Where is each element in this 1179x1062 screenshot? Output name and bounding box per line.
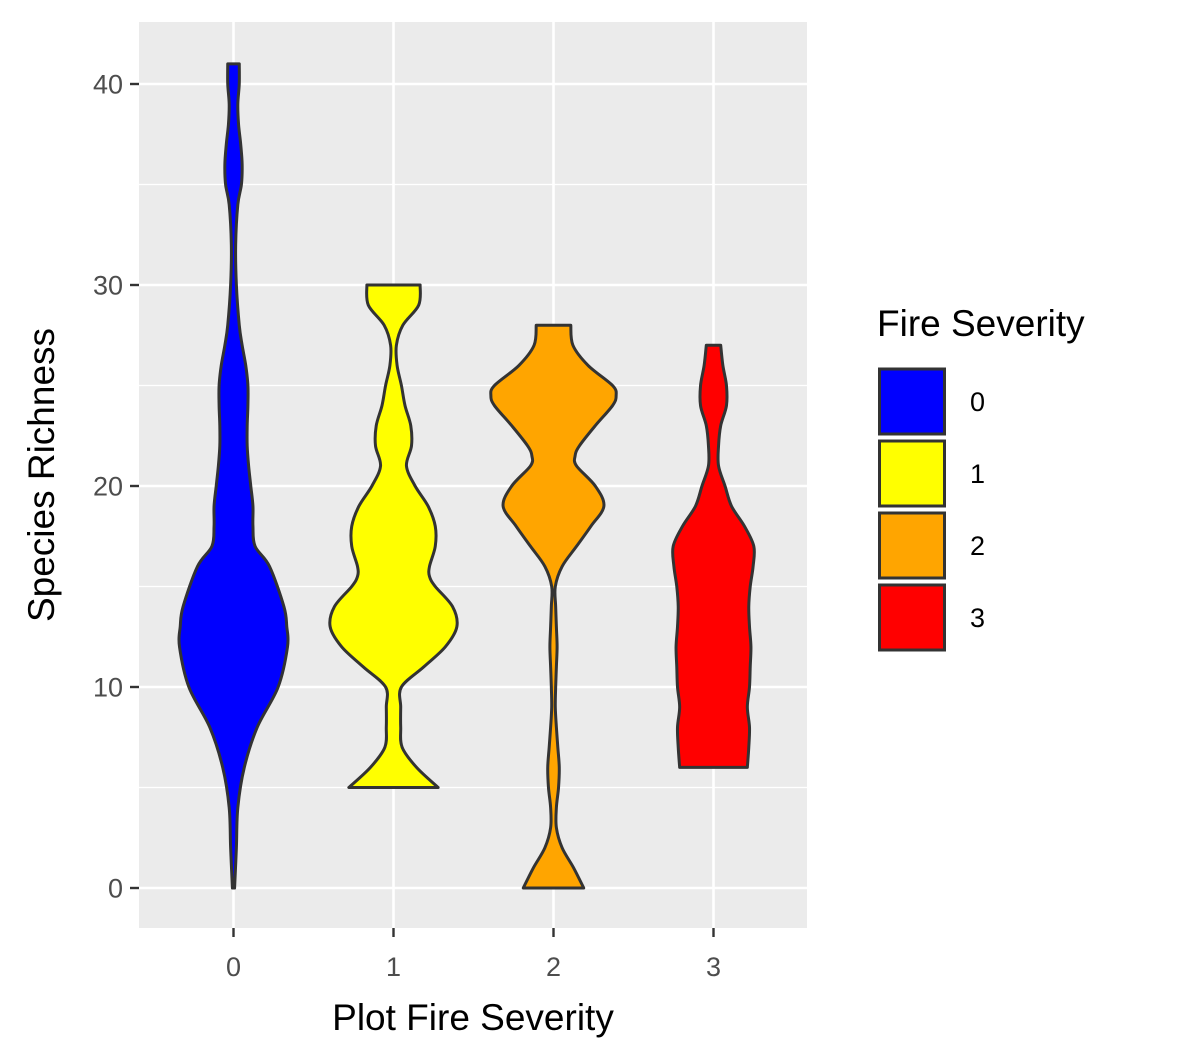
- legend-title: Fire Severity: [877, 303, 1085, 344]
- legend-key-0: [878, 367, 946, 436]
- x-tick-label: 2: [546, 952, 561, 982]
- legend-key-1: [878, 439, 946, 508]
- violin-1: [328, 283, 459, 789]
- violin-0: [177, 62, 290, 890]
- legend-label-1: 1: [970, 459, 985, 489]
- legend-label-0: 0: [970, 387, 985, 417]
- y-tick-label: 30: [93, 271, 123, 301]
- x-axis-title: Plot Fire Severity: [332, 997, 614, 1038]
- x-tick-label: 0: [226, 952, 241, 982]
- x-tick-label: 3: [706, 952, 721, 982]
- y-tick-label: 10: [93, 673, 123, 703]
- violins: [177, 62, 756, 890]
- y-tick-label: 20: [93, 472, 123, 502]
- y-axis: 0 10 20 30 40: [93, 70, 139, 904]
- y-tick-label: 40: [93, 70, 123, 100]
- legend-items: 0 1 2 3: [878, 367, 985, 652]
- legend-key-2: [878, 511, 946, 580]
- violin-3: [671, 343, 756, 769]
- x-tick-label: 1: [386, 952, 401, 982]
- legend-label-2: 2: [970, 531, 985, 561]
- y-axis-title: Species Richness: [21, 328, 62, 622]
- legend-label-3: 3: [970, 603, 985, 633]
- legend: Fire Severity 0 1 2 3: [877, 303, 1085, 652]
- x-axis: 0 1 2 3: [226, 928, 721, 982]
- legend-key-3: [878, 583, 946, 652]
- y-tick-label: 0: [108, 874, 123, 904]
- violin-2: [489, 323, 618, 890]
